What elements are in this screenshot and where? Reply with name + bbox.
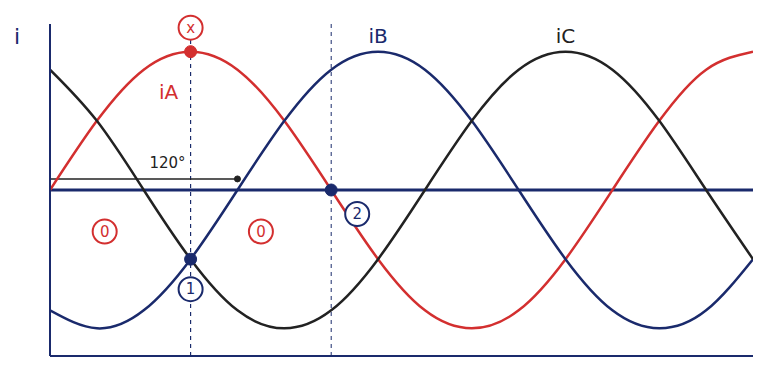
svg-text:1: 1: [186, 280, 196, 298]
svg-text:iC: iC: [556, 24, 576, 48]
svg-text:0: 0: [100, 223, 110, 241]
svg-text:120°: 120°: [149, 154, 185, 172]
svg-text:iB: iB: [368, 24, 387, 48]
svg-text:2: 2: [352, 205, 362, 223]
svg-text:i: i: [14, 24, 20, 49]
svg-text:iA: iA: [159, 80, 179, 104]
svg-text:0: 0: [256, 223, 266, 241]
svg-text:x: x: [186, 19, 195, 37]
